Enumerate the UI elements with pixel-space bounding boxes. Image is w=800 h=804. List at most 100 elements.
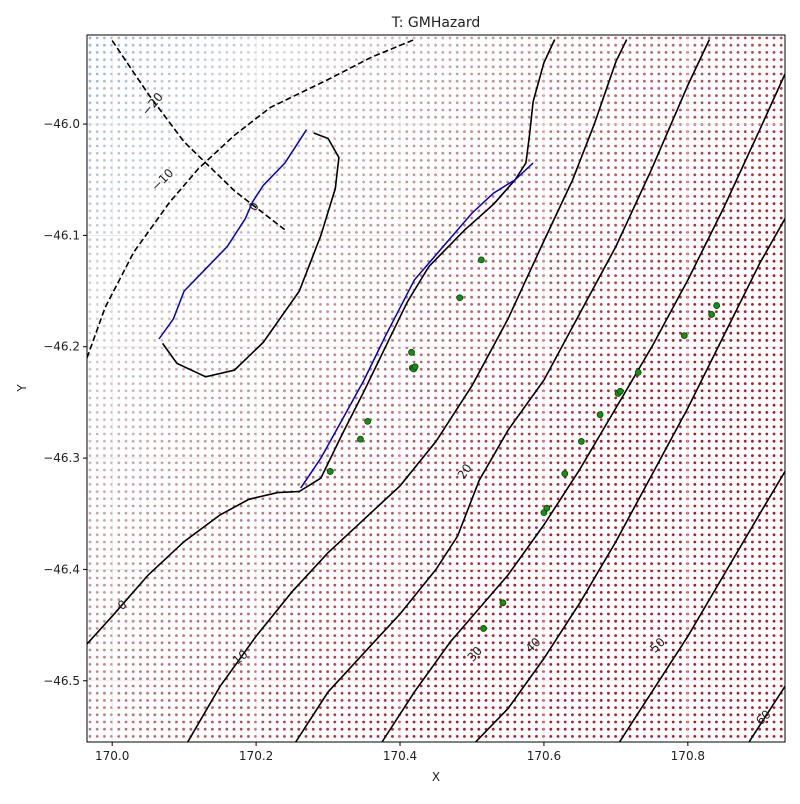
field-point [715,382,718,385]
field-point [196,317,200,321]
field-point [585,36,589,40]
field-point [772,389,776,393]
field-point [239,303,243,306]
field-point [722,303,725,306]
field-point [376,101,380,105]
field-point [599,187,603,191]
field-point [124,223,128,227]
field-point [491,389,495,393]
field-point [319,51,322,54]
field-point [311,151,315,155]
field-point [254,173,257,177]
field-point [362,324,365,328]
field-point [470,87,473,90]
field-point [635,317,639,321]
field-point [715,310,718,313]
field-point [499,295,502,299]
field-point [715,389,718,393]
field-point [707,317,711,321]
field-point [254,360,257,364]
field-point [211,288,214,292]
field-point [664,202,668,206]
field-point [139,173,142,177]
field-point [391,310,394,313]
field-point [585,339,589,342]
field-point [751,382,754,385]
field-point [751,360,754,364]
field-point [311,101,315,105]
field-point [563,223,567,227]
field-point [441,79,445,83]
field-point [160,36,164,40]
field-point [369,180,373,184]
field-point [679,367,682,371]
field-point [527,202,531,206]
field-point [290,288,293,292]
field-point [491,36,495,40]
field-point [779,324,783,328]
field-point [628,245,632,249]
field-point [477,130,481,134]
field-point [283,403,286,407]
field-point [146,72,150,76]
field-point [657,245,661,249]
field-point [391,166,394,170]
field-point [326,231,329,234]
field-point [196,245,200,249]
field-point [88,79,92,83]
field-point [362,375,365,378]
field-point [578,58,581,61]
field-point [765,288,769,292]
field-point [722,36,725,40]
field-point [607,324,610,328]
field-point [772,144,776,148]
field-point [211,209,214,213]
field-point [722,223,725,227]
field-point [153,72,157,76]
field-point [275,173,279,177]
field-point [607,115,610,119]
field-point [218,367,222,371]
field-point [463,303,466,306]
field-point [95,173,99,177]
field-point [664,389,668,393]
field-point [268,65,272,69]
field-point [182,51,186,54]
field-point [340,187,344,191]
field-point [311,259,315,263]
field-point [679,173,682,177]
field-point [355,94,358,97]
field-point [448,94,452,97]
field-point [95,72,99,76]
field-point [103,209,106,213]
field-point [196,216,200,220]
field-point [290,108,293,112]
field-point [283,195,286,198]
field-point [247,375,250,378]
field-point [650,202,653,206]
field-point [751,180,754,184]
field-point [290,51,293,54]
field-point [275,288,279,292]
field-point [139,281,142,285]
field-point [182,159,186,162]
field-point [254,396,257,400]
field-point [398,166,401,170]
field-point [153,58,157,61]
field-point [290,202,293,206]
field-point [275,159,279,162]
field-point [722,51,725,54]
field-point [535,353,538,357]
field-point [175,295,178,299]
field-point [88,51,92,54]
field-point [362,223,365,227]
field-point [203,389,207,393]
field-point [175,281,178,285]
field-point [628,65,632,69]
field-point [772,375,776,378]
field-point [88,58,92,61]
field-point [513,130,517,134]
field-point [700,238,704,242]
field-point [743,252,747,256]
field-point [441,187,445,191]
